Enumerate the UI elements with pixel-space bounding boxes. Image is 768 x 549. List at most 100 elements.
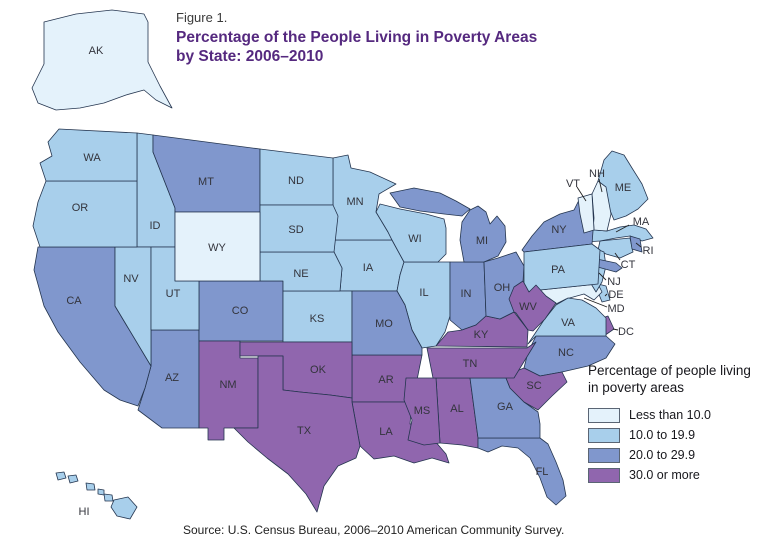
leader-line-MD <box>583 297 608 308</box>
state-label-CA: CA <box>66 295 82 307</box>
state-label-GA: GA <box>497 401 514 413</box>
state-label-NC: NC <box>558 347 574 359</box>
state-label-WY: WY <box>208 242 226 254</box>
state-label-NV: NV <box>123 273 139 285</box>
state-shape-HI <box>55 471 138 520</box>
source-note: Source: U.S. Census Bureau, 2006–2010 Am… <box>183 523 565 537</box>
state-label-IN: IN <box>461 288 472 300</box>
state-shape-MN <box>332 154 397 241</box>
state-label-AK: AK <box>89 45 104 57</box>
state-label-AL: AL <box>450 403 463 415</box>
state-label-VA: VA <box>561 317 576 329</box>
state-label-MA: MA <box>633 216 650 228</box>
legend-label-2: 20.0 to 29.9 <box>629 448 696 462</box>
state-shape-TX <box>233 355 361 513</box>
state-label-IA: IA <box>363 262 374 274</box>
leader-line-VT <box>576 186 587 202</box>
state-shape-RI <box>629 235 643 253</box>
legend-row-0: Less than 10.0 <box>588 405 766 425</box>
figure-title-line2: by State: 2006–2010 <box>176 48 324 65</box>
state-shape-SC <box>505 367 568 411</box>
state-label-MI: MI <box>476 235 488 247</box>
state-label-OR: OR <box>72 202 89 214</box>
state-shape-AK <box>31 9 173 111</box>
state-shape-FL <box>477 437 567 506</box>
leader-line-CT <box>614 252 621 261</box>
state-shape-MS <box>403 377 441 446</box>
state-label-MN: MN <box>346 196 363 208</box>
state-shape-VA <box>527 297 607 345</box>
map-legend: Percentage of people living in poverty a… <box>588 362 766 485</box>
state-label-MS: MS <box>414 405 431 417</box>
state-shape-WY <box>174 211 261 282</box>
state-shape-WA <box>39 128 138 182</box>
state-label-WA: WA <box>83 152 101 164</box>
state-label-SC: SC <box>526 380 541 392</box>
state-label-SD: SD <box>288 224 303 236</box>
legend-swatch-2 <box>588 447 620 463</box>
figure-title-line1: Percentage of the People Living in Pover… <box>176 29 538 46</box>
state-label-MO: MO <box>375 318 393 330</box>
state-label-LA: LA <box>379 426 393 438</box>
legend-title-line2: in poverty areas <box>588 380 685 395</box>
state-shape-TN <box>426 341 537 379</box>
state-label-IL: IL <box>419 287 428 299</box>
state-shape-NV <box>114 246 152 367</box>
state-label-TN: TN <box>463 358 478 370</box>
state-shape-VT <box>577 193 595 234</box>
state-label-NM: NM <box>219 379 236 391</box>
state-label-AR: AR <box>378 374 393 386</box>
state-label-NE: NE <box>293 268 308 280</box>
legend-label-3: 30.0 or more <box>629 468 700 482</box>
state-label-AZ: AZ <box>165 372 179 384</box>
title-block: Figure 1. Percentage of the People Livin… <box>176 10 537 66</box>
legend-label-0: Less than 10.0 <box>629 408 712 422</box>
state-label-NY: NY <box>551 224 567 236</box>
state-label-ME: ME <box>615 182 632 194</box>
legend-swatch-1 <box>588 427 620 443</box>
legend-swatch-3 <box>588 467 620 483</box>
legend-title-line1: Percentage of people living <box>588 363 751 378</box>
state-shape-NE <box>259 251 343 292</box>
leader-line-NJ <box>598 272 607 281</box>
leader-line-DE <box>604 293 608 297</box>
state-label-KS: KS <box>310 313 325 325</box>
state-shape-WV <box>508 280 557 332</box>
state-label-KY: KY <box>474 329 489 341</box>
state-label-DE: DE <box>608 289 623 301</box>
state-label-CT: CT <box>621 259 636 271</box>
legend-rows: Less than 10.0 10.0 to 19.9 20.0 to 29.9 30… <box>588 405 766 485</box>
state-label-MD: MD <box>607 303 624 315</box>
leader-line-MA <box>615 224 630 233</box>
state-label-MT: MT <box>198 176 214 188</box>
state-label-CO: CO <box>232 305 249 317</box>
state-label-NH: NH <box>589 168 605 180</box>
state-label-WV: WV <box>519 301 537 313</box>
figure-number: Figure 1. <box>176 10 228 25</box>
state-label-WI: WI <box>408 233 421 245</box>
state-shape-OR <box>32 180 138 248</box>
state-label-VT: VT <box>566 178 580 190</box>
state-shape-MO <box>351 290 423 356</box>
state-label-HI: HI <box>79 506 90 518</box>
state-label-ID: ID <box>150 220 161 232</box>
state-label-ND: ND <box>288 175 304 187</box>
leader-line-NH <box>598 178 603 193</box>
state-shape-MI <box>389 187 507 263</box>
legend-label-1: 10.0 to 19.9 <box>629 428 696 442</box>
state-shape-WI <box>375 203 447 263</box>
state-label-OH: OH <box>494 282 511 294</box>
state-label-TX: TX <box>297 425 312 437</box>
legend-row-3: 30.0 or more <box>588 465 766 485</box>
state-label-NJ: NJ <box>607 276 620 288</box>
state-label-OK: OK <box>310 364 327 376</box>
legend-swatch-0 <box>588 407 620 423</box>
leader-line-DC <box>612 328 619 331</box>
state-label-RI: RI <box>643 245 654 257</box>
legend-row-2: 20.0 to 29.9 <box>588 445 766 465</box>
legend-row-1: 10.0 to 19.9 <box>588 425 766 445</box>
state-label-FL: FL <box>536 466 549 478</box>
state-label-UT: UT <box>166 288 181 300</box>
